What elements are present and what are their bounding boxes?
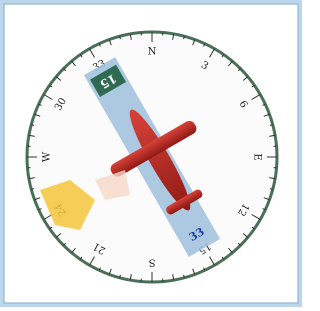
compass-view: N36E1215S2124W3033 15 33	[0, 0, 302, 307]
page: N36E1215S2124W3033 15 33 (() => { const …	[0, 0, 302, 307]
compass-label: E	[252, 153, 263, 160]
compass-label: S	[148, 257, 155, 268]
compass-label: N	[148, 47, 157, 58]
compass-label: W	[42, 151, 53, 162]
